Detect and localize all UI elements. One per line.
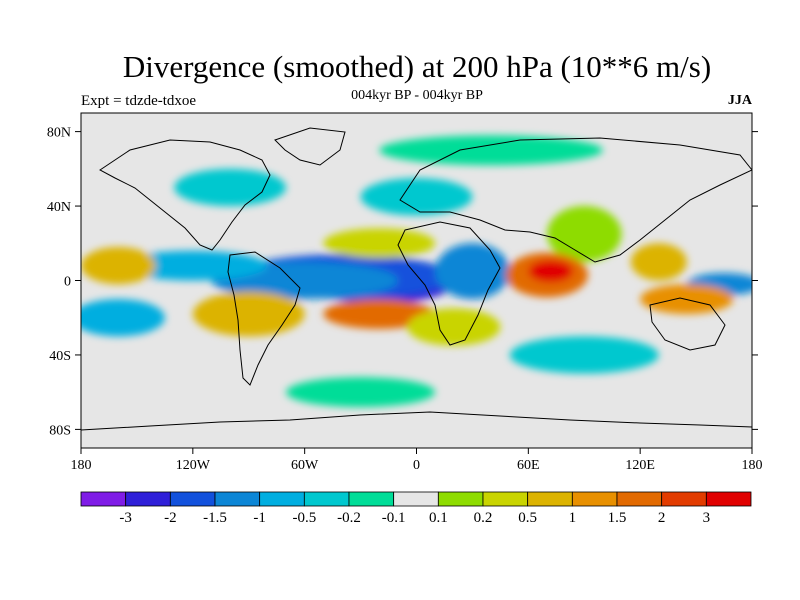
field-patch [323, 299, 436, 329]
colorbar-swatch [482, 491, 529, 507]
colorbar-swatch [393, 491, 439, 507]
field-patch [81, 299, 165, 337]
colorbar-label: 2 [658, 510, 666, 526]
colorbar-swatch [125, 491, 171, 507]
colorbar-swatch [80, 491, 127, 507]
colorbar-swatch [303, 491, 350, 507]
north-america-coastline [99, 139, 271, 251]
lat-tick-label: 40S [49, 349, 71, 364]
field-patch [286, 377, 436, 408]
colorbar-label: 1.5 [608, 510, 627, 526]
field-patch [360, 178, 473, 216]
field-patch [323, 228, 436, 259]
colorbar-label: -3 [119, 510, 132, 526]
coastlines [81, 127, 752, 431]
colorbar-label: -0.5 [292, 510, 316, 526]
colorbar-swatch [527, 491, 573, 507]
colorbar-label: -2 [164, 510, 177, 526]
colorbar-swatch [169, 491, 216, 507]
colorbar-swatch [348, 491, 395, 507]
field-patch [509, 336, 659, 374]
lon-tick-label: 0 [413, 458, 420, 473]
longitude-axis: 180 120W 60W 0 60E 120E 180 [71, 448, 763, 473]
colorbar-swatch [259, 491, 305, 507]
australia-coastline [649, 297, 726, 351]
field-patch [174, 168, 287, 207]
colorbar-swatch [571, 491, 618, 507]
lon-tick-label: 180 [71, 458, 92, 473]
lat-tick-label: 0 [64, 275, 71, 290]
lat-tick-label: 40N [47, 200, 71, 215]
colorbar-swatch [616, 491, 663, 507]
lon-tick-label: 120W [176, 458, 211, 473]
field-patch [379, 135, 603, 166]
field-patch [407, 308, 501, 346]
season-label: JJA [727, 93, 752, 108]
colorbar-swatch [437, 491, 484, 507]
colorbar-swatch [661, 491, 707, 507]
colorbar-label: 1 [569, 510, 577, 526]
field-patch [630, 243, 687, 281]
plot-title: Divergence (smoothed) at 200 hPa (10**6 … [122, 49, 712, 84]
colorbar-label: 0.2 [474, 510, 493, 526]
lat-tick-label: 80S [49, 423, 71, 438]
colorbar-label: -1.5 [203, 510, 227, 526]
experiment-label: Expt = tdzde-tdxoe [81, 93, 197, 109]
colorbar-label: -0.2 [337, 510, 361, 526]
field-patch [528, 260, 574, 283]
colorbar-swatch [214, 491, 261, 507]
south-america-coastline [227, 251, 301, 386]
field-patch [546, 206, 622, 262]
colorbar-label: -1 [253, 510, 266, 526]
greenland-coastline [274, 127, 346, 166]
colorbar-swatch [705, 491, 752, 507]
field-patch [81, 247, 156, 285]
field-patch [192, 291, 305, 337]
lat-tick-label: 80N [47, 126, 71, 141]
map-area [80, 112, 753, 449]
eurasia-coastline [399, 137, 752, 263]
antarctica-coastline [81, 411, 752, 431]
latitude-axis: 80N 40N 0 40S 80S [47, 126, 758, 438]
lon-tick-label: 120E [625, 458, 655, 473]
colorbar-label: 0.5 [518, 510, 537, 526]
lon-tick-label: 60W [291, 458, 319, 473]
colorbar-label: 0.1 [429, 510, 448, 526]
lon-tick-label: 60E [517, 458, 540, 473]
lon-tick-label: 180 [742, 458, 763, 473]
colorbar-label: -0.1 [382, 510, 406, 526]
colorbar-label: 3 [703, 510, 711, 526]
africa-coastline [397, 221, 501, 346]
period-label: 004kyr BP - 004kyr BP [351, 88, 483, 103]
colorbar: -3 -2 -1.5 -1 -0.5 -0.2 -0.1 0.1 0.2 0.5 1 1.5 2 3 [80, 491, 752, 526]
